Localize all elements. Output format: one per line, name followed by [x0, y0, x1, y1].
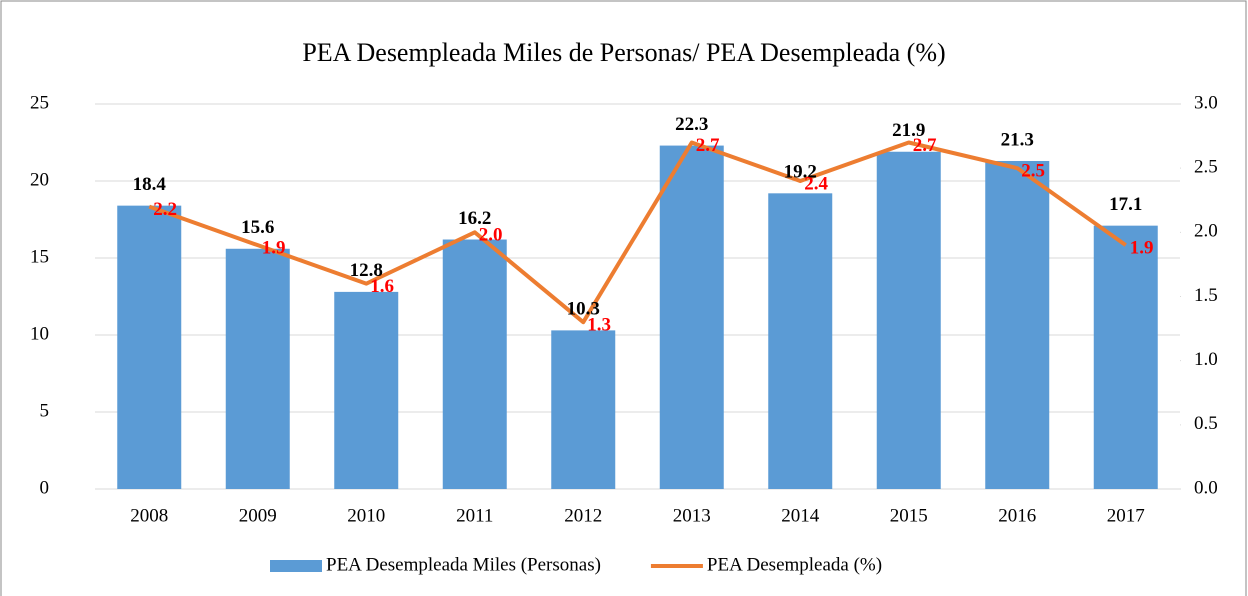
line-value-label: 2.2 — [153, 199, 177, 220]
line-value-label: 2.4 — [804, 173, 828, 194]
y2-tick-label: 0.5 — [1194, 413, 1218, 434]
bar-value-label: 12.8 — [350, 260, 383, 281]
y2-tick-label: 3.0 — [1194, 92, 1218, 113]
y-tick-label: 20 — [30, 169, 49, 190]
line-value-label: 2.7 — [696, 135, 720, 156]
y-tick-label: 5 — [40, 400, 50, 421]
line-value-label: 2.5 — [1021, 161, 1045, 182]
bar — [1093, 225, 1158, 489]
legend-swatch — [270, 560, 322, 572]
x-tick-label: 2015 — [890, 505, 928, 526]
line-value-label: 2.0 — [479, 225, 503, 246]
y2-tick-label: 1.5 — [1194, 285, 1218, 306]
x-tick-label: 2017 — [1107, 505, 1145, 526]
bar — [442, 239, 507, 489]
bar — [876, 151, 941, 490]
line-value-label: 1.9 — [262, 238, 286, 259]
x-tick-label: 2008 — [130, 505, 168, 526]
bar-value-label: 16.2 — [458, 208, 491, 229]
bar — [117, 205, 182, 489]
bar-value-label: 21.9 — [892, 120, 925, 141]
x-tick-label: 2010 — [347, 505, 385, 526]
bar — [768, 193, 833, 489]
y-tick-label: 25 — [30, 92, 49, 113]
line — [148, 140, 1127, 325]
legend-label: PEA Desempleada (%) — [707, 554, 882, 575]
bar-value-label: 21.3 — [1001, 129, 1034, 150]
bar-value-label: 22.3 — [675, 114, 708, 135]
line-value-label: 2.7 — [913, 135, 937, 156]
bar — [551, 330, 616, 489]
y2-tick-label: 0.0 — [1194, 477, 1218, 498]
x-tick-label: 2013 — [673, 505, 711, 526]
bar — [985, 160, 1050, 490]
chart-title: PEA Desempleada Miles de Personas/ PEA D… — [302, 38, 945, 67]
x-tick-label: 2014 — [781, 505, 820, 526]
x-tick-label: 2011 — [456, 505, 493, 526]
bar-value-label: 10.3 — [567, 299, 600, 320]
y-tick-label: 10 — [30, 323, 49, 344]
x-tick-label: 2009 — [239, 505, 277, 526]
bar — [225, 248, 290, 489]
bar-value-label: 15.6 — [241, 217, 274, 238]
y-tick-label: 15 — [30, 246, 49, 267]
line-value-label: 1.9 — [1130, 238, 1154, 259]
y2-tick-label: 2.5 — [1194, 157, 1218, 178]
y2-tick-label: 2.0 — [1194, 221, 1218, 242]
bar-value-label: 19.2 — [784, 162, 817, 183]
bar — [334, 291, 399, 489]
legend-label: PEA Desempleada Miles (Personas) — [326, 554, 601, 575]
x-tick-label: 2016 — [998, 505, 1036, 526]
y2-tick-label: 1.0 — [1194, 349, 1218, 370]
line-value-label: 1.3 — [587, 315, 611, 336]
bar — [659, 145, 724, 489]
bar-value-label: 18.4 — [133, 174, 167, 195]
line-value-label: 1.6 — [370, 276, 394, 297]
x-tick-label: 2012 — [564, 505, 602, 526]
y-tick-label: 0 — [40, 477, 50, 498]
bar-value-label: 17.1 — [1109, 194, 1142, 215]
